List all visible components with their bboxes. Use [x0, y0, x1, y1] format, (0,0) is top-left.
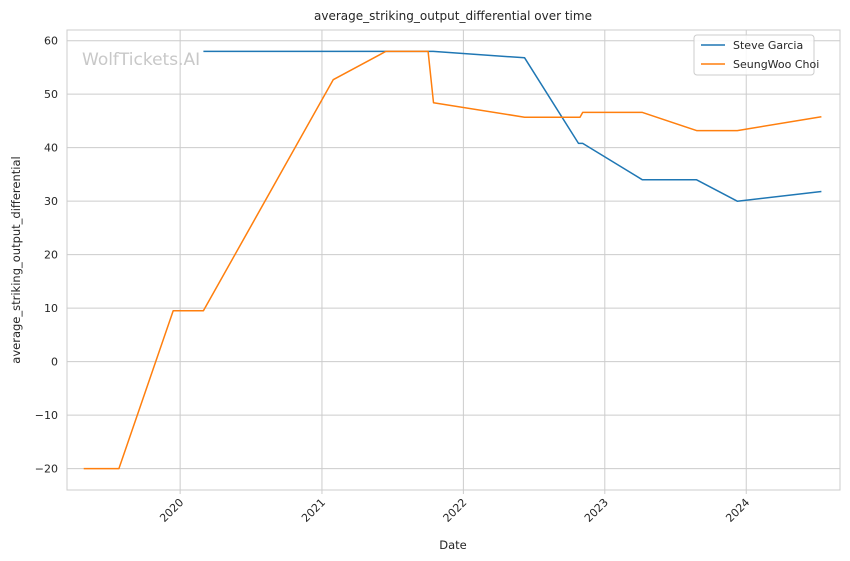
- y-tick-label: 50: [44, 88, 58, 101]
- x-tick-label: 2022: [441, 496, 470, 525]
- x-tick-label: 2021: [299, 496, 328, 525]
- legend-items: Steve Garcia SeungWoo Choi: [701, 39, 819, 71]
- y-tick-label: 40: [44, 142, 58, 155]
- x-tick-label: 2023: [582, 496, 611, 525]
- series-line-seungwoo-choi: [83, 50, 822, 470]
- x-tick-label: 2024: [723, 496, 752, 525]
- y-tick-label: 30: [44, 195, 58, 208]
- grid: [67, 30, 840, 490]
- y-tick-label: 0: [51, 356, 58, 369]
- y-tick-label: −20: [35, 463, 58, 476]
- x-axis-ticks: 2020 2021 2022 2023 2024: [157, 490, 752, 525]
- y-tick-label: −10: [35, 409, 58, 422]
- y-axis-ticks: −20 −10 0 10 20 30 40 50 60: [35, 35, 58, 476]
- y-axis-label: average_striking_output_differential: [9, 156, 23, 363]
- plot-frame: [66, 29, 841, 491]
- series-lines: [83, 50, 822, 470]
- y-tick-label: 10: [44, 302, 58, 315]
- legend-label: SeungWoo Choi: [733, 58, 819, 71]
- chart-title: average_striking_output_differential ove…: [314, 9, 592, 23]
- y-tick-label: 20: [44, 249, 58, 262]
- legend: Steve Garcia SeungWoo Choi: [693, 34, 819, 76]
- x-axis-label: Date: [439, 538, 467, 552]
- watermark: WolfTickets.AI: [82, 50, 200, 70]
- legend-label: Steve Garcia: [733, 39, 803, 52]
- y-tick-label: 60: [44, 35, 58, 48]
- x-tick-label: 2020: [157, 496, 186, 525]
